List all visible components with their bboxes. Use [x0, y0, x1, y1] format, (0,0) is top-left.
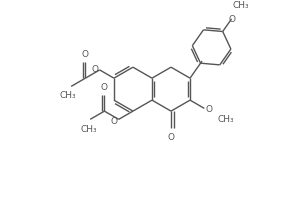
Text: CH₃: CH₃ — [232, 1, 249, 10]
Text: CH₃: CH₃ — [218, 115, 234, 123]
Text: O: O — [168, 132, 175, 141]
Text: O: O — [205, 104, 212, 113]
Text: CH₃: CH₃ — [81, 125, 98, 134]
Text: CH₃: CH₃ — [60, 91, 77, 100]
Text: O: O — [82, 50, 89, 59]
Text: O: O — [101, 83, 108, 92]
Text: O: O — [228, 15, 235, 24]
Text: O: O — [92, 65, 99, 74]
Text: O: O — [111, 116, 118, 125]
